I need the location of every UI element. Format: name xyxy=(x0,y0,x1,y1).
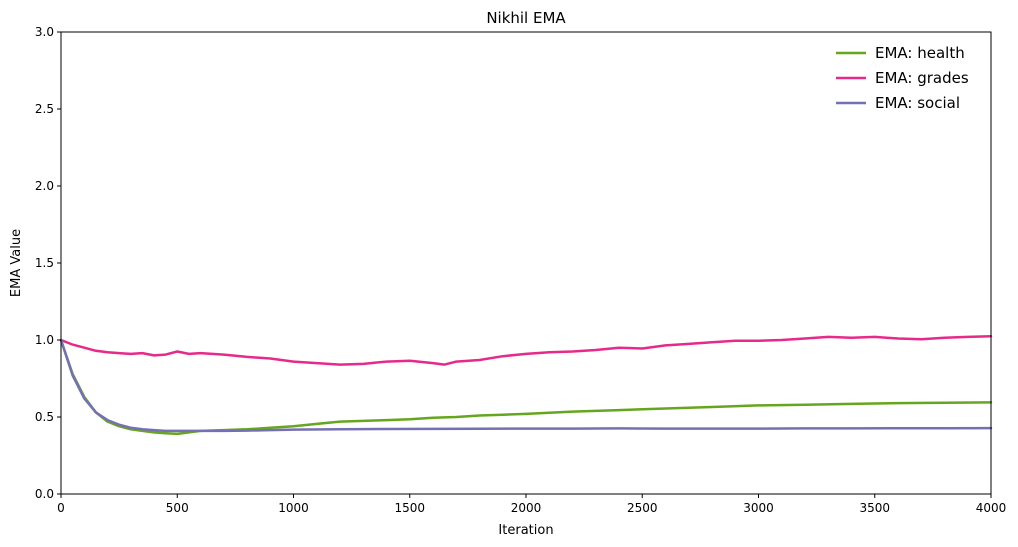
legend-label: EMA: health xyxy=(875,44,965,62)
x-tick-label: 0 xyxy=(57,501,65,515)
x-tick-label: 1000 xyxy=(278,501,309,515)
x-tick-label: 3500 xyxy=(859,501,890,515)
y-tick-label: 2.5 xyxy=(35,102,54,116)
x-tick-label: 1500 xyxy=(394,501,425,515)
x-axis-label: Iteration xyxy=(498,523,553,538)
y-axis-label: EMA Value xyxy=(9,229,24,297)
legend-label: EMA: grades xyxy=(875,69,969,87)
x-tick-label: 2500 xyxy=(627,501,658,515)
y-axis: 0.0 0.5 1.0 1.5 2.0 2.5 3.0 xyxy=(35,25,61,501)
x-axis: 0 500 1000 1500 2000 2500 3000 3500 4000 xyxy=(57,494,1006,515)
y-tick-label: 1.5 xyxy=(35,256,54,270)
x-tick-label: 4000 xyxy=(976,501,1007,515)
y-tick-label: 0.5 xyxy=(35,410,54,424)
series-line-ema-social xyxy=(59,338,993,433)
y-tick-label: 2.0 xyxy=(35,179,54,193)
series-line-ema-health xyxy=(59,338,993,436)
legend-label: EMA: social xyxy=(875,94,960,112)
series-layer xyxy=(59,334,993,436)
plot-frame xyxy=(60,31,992,495)
y-tick-label: 1.0 xyxy=(35,333,54,347)
x-tick-label: 500 xyxy=(166,501,189,515)
y-tick-label: 0.0 xyxy=(35,487,54,501)
x-tick-label: 3000 xyxy=(743,501,774,515)
x-tick-label: 2000 xyxy=(511,501,542,515)
series-line-ema-grades xyxy=(59,334,993,366)
chart-title: Nikhil EMA xyxy=(486,9,566,27)
legend: EMA: health EMA: grades EMA: social xyxy=(836,44,969,112)
y-tick-label: 3.0 xyxy=(35,25,54,39)
